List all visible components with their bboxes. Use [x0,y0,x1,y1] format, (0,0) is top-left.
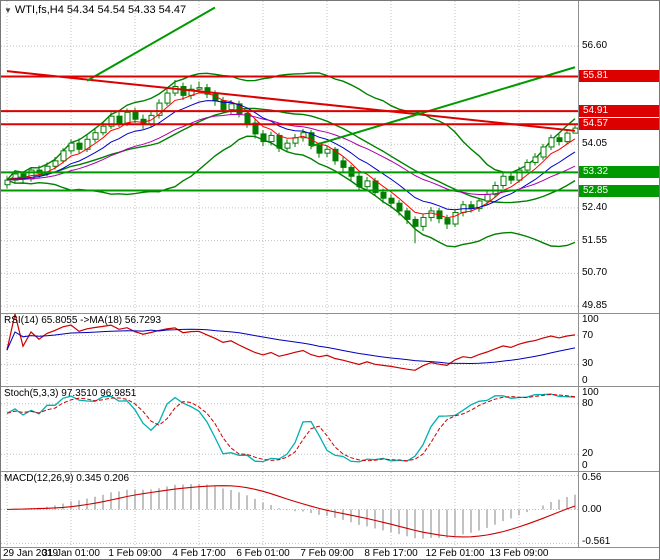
price-axis-label: 52.40 [582,201,608,213]
indicator-axis-label: 20 [582,448,594,460]
rsi-indicator-panel[interactable]: RSI(14) 65.8055 ->MA(18) 56.7293 100 70 30… [1,314,660,386]
panel-splitter [1,547,659,548]
stoch-canvas[interactable] [1,387,660,471]
panel-splitter[interactable] [1,313,659,314]
price-axis-label: 51.55 [582,234,608,246]
macd-indicator-label: MACD(12,26,9) 0.345 0.206 [4,473,130,484]
price-level-label: 53.32 [579,166,659,179]
indicator-axis-label: 0 [582,460,588,471]
rsi-indicator-label: RSI(14) 65.8055 ->MA(18) 56.7293 [4,315,162,326]
indicator-axis-label: 100 [582,387,599,398]
time-axis-label: 31 Jan 01:00 [42,548,100,559]
chart-title: ▼ WTI,fs,H4 54.34 54.54 54.33 54.47 [4,4,186,16]
time-axis-label: 7 Feb 09:00 [300,548,354,559]
time-axis-label: 12 Feb 01:00 [425,548,485,559]
indicator-axis-label: 0 [582,375,588,386]
time-axis-label: 8 Feb 17:00 [364,548,418,559]
indicator-axis-label: 0.56 [582,472,602,483]
chart-marker-icon: ▼ [4,6,12,15]
macd-canvas[interactable] [1,472,660,547]
indicator-axis-label: 80 [582,397,594,409]
indicator-axis-label: 100 [582,314,599,325]
stochastic-indicator-panel[interactable]: Stoch(5,3,3) 97.3510 96.9851 100 80 20 0 [1,387,660,471]
time-axis-label: 4 Feb 17:00 [172,548,226,559]
rsi-canvas[interactable] [1,314,660,386]
price-level-label: 55.81 [579,70,659,83]
price-axis-separator [578,1,579,547]
indicator-axis-label: 0.00 [582,503,602,515]
panel-splitter[interactable] [1,471,659,472]
panel-splitter[interactable] [1,386,659,387]
chart-title-text: WTI,fs,H4 54.34 54.54 54.33 54.47 [14,4,187,16]
time-axis-label: 13 Feb 09:00 [489,548,549,559]
price-level-label: 52.85 [579,184,659,197]
price-axis-label: 54.05 [582,138,608,150]
indicator-axis-label: -0.561 [582,536,611,547]
stochastic-indicator-label: Stoch(5,3,3) 97.3510 96.9851 [4,388,137,399]
time-axis-label: 6 Feb 01:00 [236,548,290,559]
price-axis-label: 49.85 [582,300,608,312]
price-axis-label: 50.70 [582,267,608,279]
price-level-label: 54.91 [579,105,659,118]
price-axis-label: 56.60 [582,40,608,52]
macd-indicator-panel[interactable]: MACD(12,26,9) 0.345 0.206 0.56 0.00 -0.561 [1,472,660,547]
time-axis-label: 1 Feb 09:00 [108,548,162,559]
indicator-axis-label: 70 [582,329,594,341]
time-axis-label: 29 Jan 2019 [3,548,59,559]
price-level-label: 54.57 [579,118,659,131]
main-chart-canvas[interactable] [1,1,660,313]
indicator-axis-label: 30 [582,358,594,370]
time-axis[interactable]: 29 Jan 2019 31 Jan 01:00 1 Feb 09:00 4 Feb … [1,548,659,559]
main-price-panel[interactable]: ▼ WTI,fs,H4 54.34 54.54 54.33 54.47 56.60… [1,1,660,313]
